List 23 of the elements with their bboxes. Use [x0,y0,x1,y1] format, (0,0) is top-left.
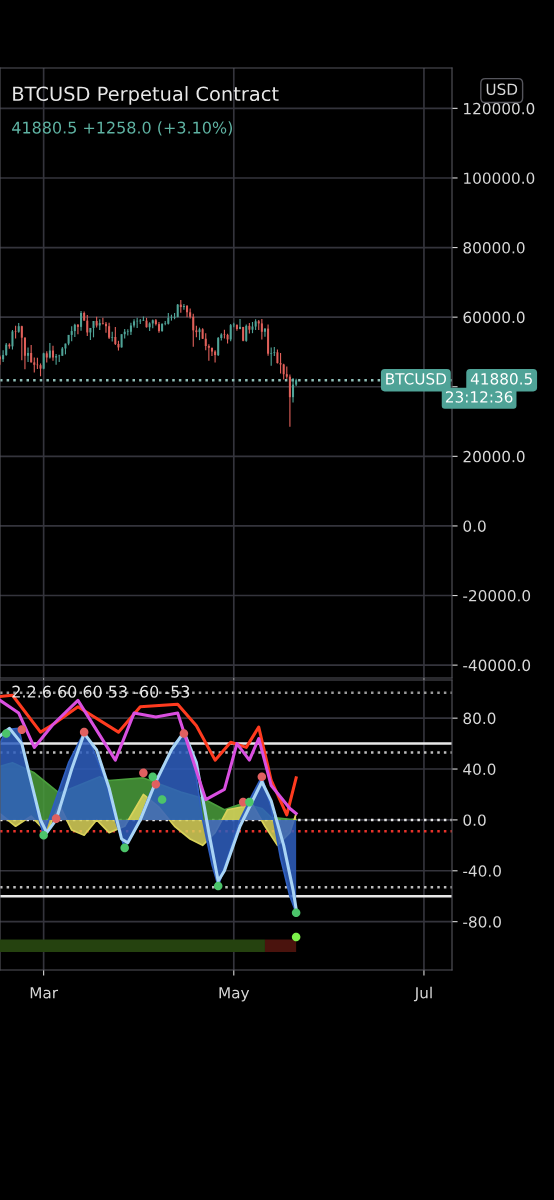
x-tick-label: Mar [30,987,59,999]
y-tick-label: 40.0 [463,763,496,776]
annotation: BTCUSD [386,373,447,385]
ref-line-label: 41880.5 [470,373,532,385]
x-tick-label: May [219,987,250,1002]
y-tick-label: 60000.0 [463,311,525,324]
text: USD [486,83,518,95]
y-tick-label: 20000.0 [463,450,525,463]
text: 41880.5 +1258.0 (+3.10%) [12,121,232,136]
y-tick-label: 120000.0 [464,102,535,115]
y-tick-label: -40000.0 [463,659,531,672]
chart-title: 2.2.6 60 60 53 -60 -53 [12,685,190,698]
y-tick-label: 100000.0 [464,172,535,184]
x-tick-label: Jul [413,986,432,1002]
y-tick-label: -80.0 [463,916,501,928]
annotation: 23:12:36 [445,391,513,403]
y-tick-label: 80.0 [463,712,496,725]
y-tick-label: 80000.0 [463,242,525,254]
y-tick-label: 0.0 [463,814,486,826]
y-tick-label: 0.0 [463,520,486,532]
y-tick-label: -40.0 [463,865,501,877]
text: BTCUSD Perpetual Contract [13,86,279,105]
y-tick-label: -20000.0 [463,590,531,602]
